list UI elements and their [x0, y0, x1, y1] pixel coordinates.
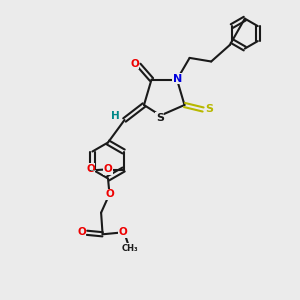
Text: O: O — [77, 227, 86, 237]
Text: methoxy: methoxy — [88, 169, 94, 170]
Text: O: O — [105, 189, 114, 199]
Text: N: N — [173, 74, 182, 84]
Text: H: H — [111, 111, 120, 122]
Text: O: O — [130, 58, 139, 69]
Text: O: O — [86, 164, 95, 174]
Text: S: S — [205, 104, 213, 115]
Text: S: S — [156, 113, 164, 123]
Text: O: O — [118, 227, 127, 237]
Text: methoxy: methoxy — [90, 170, 96, 171]
Text: CH₃: CH₃ — [121, 244, 138, 253]
Text: O: O — [103, 164, 112, 175]
